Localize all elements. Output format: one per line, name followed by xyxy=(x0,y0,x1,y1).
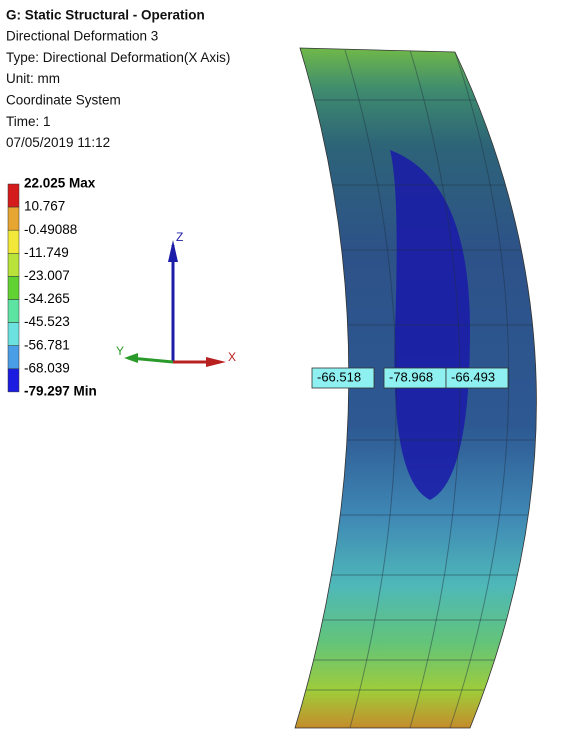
legend-swatch xyxy=(8,323,19,346)
legend-swatch xyxy=(8,346,19,369)
info-line: Time: 1 xyxy=(6,114,51,129)
legend-label: 22.025 Max xyxy=(24,176,96,191)
legend-label: -79.297 Min xyxy=(24,383,97,398)
legend-swatch xyxy=(8,369,19,392)
probe-label: -78.968 xyxy=(389,369,433,384)
axis-z: Z xyxy=(176,230,183,244)
legend-label: -56.781 xyxy=(24,337,70,352)
triad: Z X Y xyxy=(116,230,236,367)
legend-label: -23.007 xyxy=(24,268,70,283)
result-view: G: Static Structural - Operation Directi… xyxy=(0,0,580,733)
legend-label: -34.265 xyxy=(24,291,70,306)
info-line: Coordinate System xyxy=(6,92,121,107)
axis-y: Y xyxy=(116,344,124,358)
legend-swatch xyxy=(8,253,19,276)
axis-x: X xyxy=(228,350,236,364)
legend-label: 10.767 xyxy=(24,199,65,214)
legend-swatch xyxy=(8,276,19,299)
probe-label: -66.493 xyxy=(451,369,495,384)
info-line: Type: Directional Deformation(X Axis) xyxy=(6,50,230,65)
legend-label: -0.49088 xyxy=(24,222,77,237)
info-line: 07/05/2019 11:12 xyxy=(6,135,110,150)
probe-label: -66.518 xyxy=(317,369,361,384)
legend-label: -11.749 xyxy=(24,245,69,260)
info-line: Directional Deformation 3 xyxy=(6,29,158,44)
legend-label: -68.039 xyxy=(24,360,70,375)
legend-label: -45.523 xyxy=(24,314,70,329)
legend-swatch xyxy=(8,207,19,230)
legend-swatch xyxy=(8,300,19,323)
info-line: Unit: mm xyxy=(6,71,60,86)
page: G: Static Structural - Operation Directi… xyxy=(0,0,580,733)
legend-swatch xyxy=(8,230,19,253)
legend-swatch xyxy=(8,184,19,207)
title: G: Static Structural - Operation xyxy=(6,8,205,23)
